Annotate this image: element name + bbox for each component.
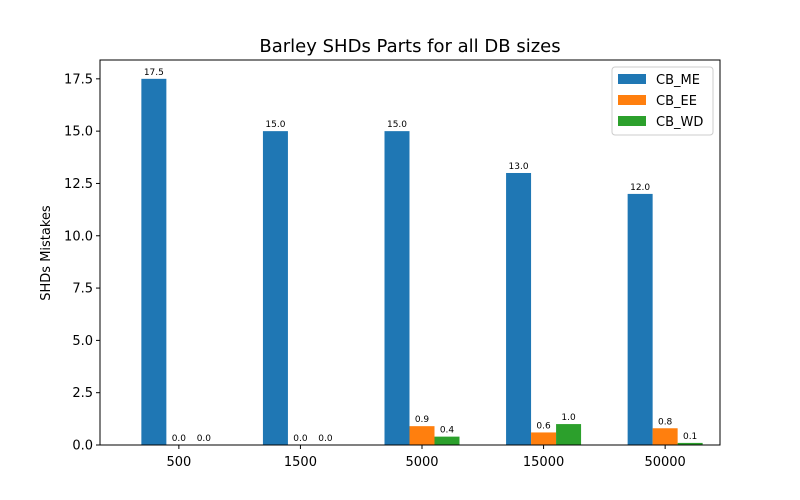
y-tick-label: 10.0 (64, 229, 93, 244)
legend-entry: CB_WD (656, 115, 703, 130)
bar-CB_WD-50000 (677, 442, 703, 445)
bar-value-label: 0.0 (293, 434, 308, 444)
x-tick-label: 15000 (523, 455, 564, 470)
y-tick-label: 15.0 (64, 125, 93, 140)
y-tick-label: 17.5 (64, 72, 93, 87)
bar-value-label: 1.0 (561, 413, 576, 423)
plot-frame (99, 59, 721, 446)
y-tick-label: 0.0 (72, 439, 93, 454)
y-tick-label: 12.5 (64, 177, 93, 192)
bar-value-label: 0.0 (318, 434, 333, 444)
bar-labels-layer: 17.5 15.0 15.0 13.0 12.0 0.0 0.0 0.9 0.6 0.8 0.0 0.… (144, 68, 697, 444)
legend-entry: CB_EE (656, 94, 697, 109)
legend: CB_ME CB_EE CB_WD (611, 66, 714, 136)
x-tick-label: 50000 (644, 455, 685, 470)
y-tick-label: 5.0 (72, 334, 93, 349)
bar-value-label: 0.6 (536, 421, 551, 431)
y-tick-label: 7.5 (72, 282, 93, 297)
chart-title: Barley SHDs Parts for all DB sizes (259, 36, 560, 57)
bar-CB_ME-15000 (506, 172, 532, 445)
bar-value-label: 0.8 (658, 417, 673, 427)
bar-value-label: 0.1 (683, 432, 697, 442)
bars-layer (141, 78, 703, 446)
bar-value-label: 0.9 (415, 415, 430, 425)
bar-value-label: 0.0 (172, 434, 187, 444)
bar-CB_WD-5000 (434, 436, 460, 445)
bar-CB_EE-5000 (409, 426, 435, 445)
x-tick-label: 1500 (284, 455, 317, 470)
bar-CB_ME-1500 (262, 131, 288, 446)
bar-CB_EE-15000 (531, 432, 557, 445)
bar-CB_WD-15000 (556, 424, 582, 445)
bar-value-label: 13.0 (509, 162, 529, 172)
bar-value-label: 12.0 (630, 183, 650, 193)
legend-swatch (618, 116, 646, 126)
legend-swatch (618, 74, 646, 84)
x-tick-label: 5000 (405, 455, 438, 470)
y-axis-title: SHDs Mistakes (39, 205, 54, 301)
y-tick-label: 2.5 (72, 386, 93, 401)
bar-CB_ME-5000 (384, 131, 410, 446)
bar-CB_ME-50000 (627, 193, 653, 445)
bar-value-label: 0.0 (197, 434, 212, 444)
bar-value-label: 17.5 (144, 68, 164, 78)
x-tick-label: 500 (166, 455, 191, 470)
bar-value-label: 0.4 (440, 426, 455, 436)
bar-CB_EE-50000 (652, 428, 678, 445)
axes-layer: 0.0 2.5 5.0 7.5 10.0 12.5 15.0 17.5 500 1500 5000 1… (64, 59, 721, 470)
bar-CB_ME-500 (141, 78, 167, 446)
bar-value-label: 15.0 (387, 120, 407, 130)
bar-value-label: 15.0 (265, 120, 285, 130)
legend-swatch (618, 95, 646, 105)
legend-entry: CB_ME (656, 73, 700, 88)
